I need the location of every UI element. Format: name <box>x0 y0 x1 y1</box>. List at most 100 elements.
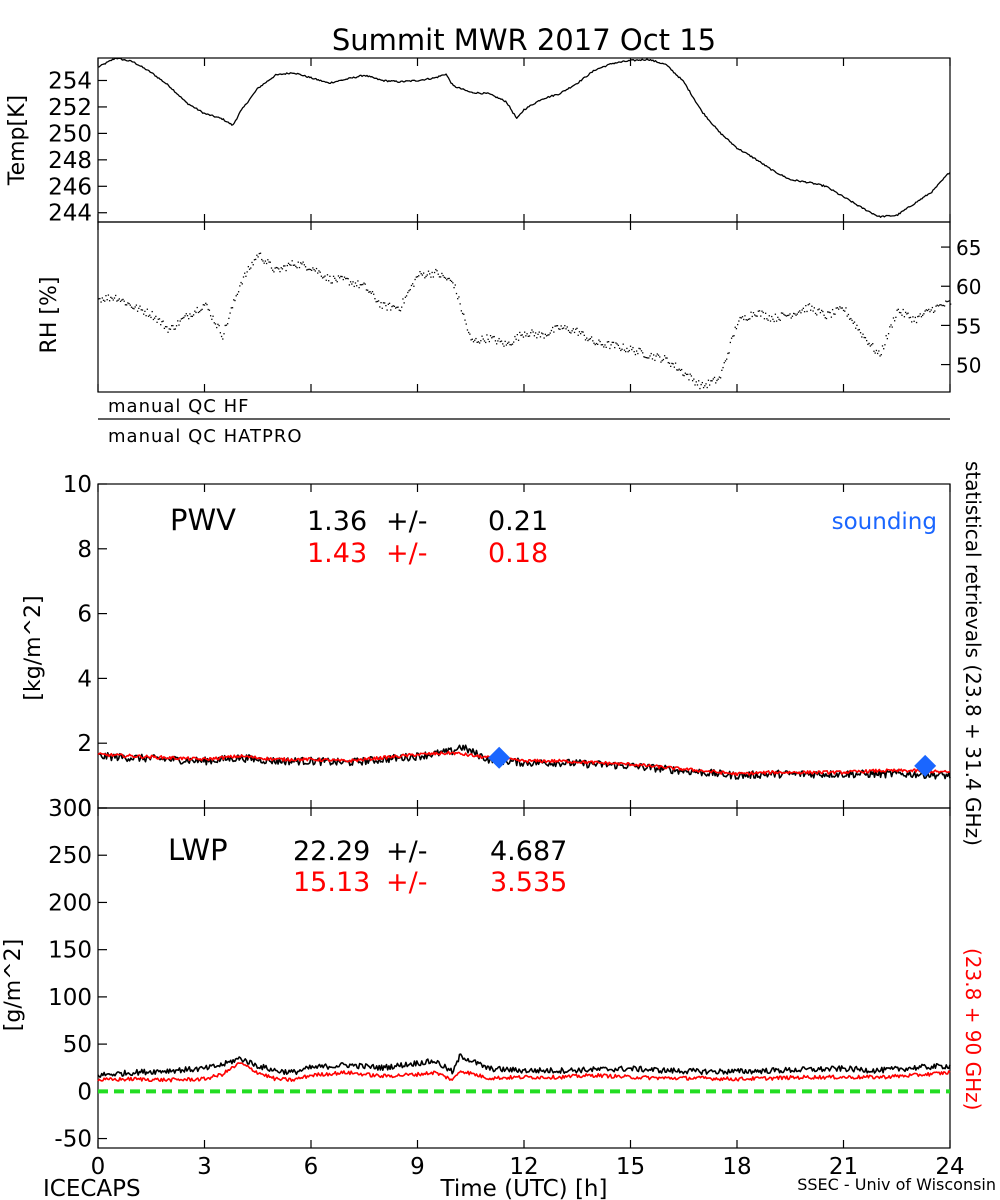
rh-data-point <box>637 352 639 355</box>
rh-data-point <box>733 335 735 337</box>
rh-data-point <box>464 319 466 321</box>
rh-data-point <box>543 337 545 339</box>
rh-data-point <box>489 335 492 337</box>
rh-data-point <box>265 262 268 265</box>
rh-data-point <box>632 346 634 349</box>
rh-data-point <box>635 350 638 352</box>
rh-panel: 50 55 60 65 RH [%] <box>37 221 981 393</box>
rh-data-point <box>779 319 781 321</box>
rh-data-point <box>579 332 582 335</box>
rh-data-point <box>199 310 201 313</box>
rh-data-point <box>516 334 518 336</box>
rh-data-point <box>555 325 557 327</box>
rh-data-point <box>349 281 352 283</box>
rh-data-point <box>513 341 515 343</box>
rh-data-point <box>693 378 695 380</box>
rh-data-point <box>688 379 690 381</box>
rh-data-point <box>897 308 899 311</box>
rh-data-point <box>375 301 377 303</box>
temp-ylabel: Temp[K] <box>5 95 30 186</box>
rh-data-point <box>739 316 741 319</box>
rh-data-point <box>855 327 857 329</box>
rh-data-point <box>666 357 668 359</box>
rh-data-point <box>341 275 343 278</box>
rh-data-point <box>325 279 327 281</box>
rh-data-point <box>509 343 511 346</box>
rh-data-point <box>946 301 948 303</box>
rh-data-point <box>667 361 669 364</box>
rh-data-point <box>775 320 778 322</box>
rh-data-point <box>281 268 284 270</box>
rh-data-point <box>317 272 319 274</box>
rh-data-point <box>861 336 863 338</box>
rh-data-point <box>303 264 305 266</box>
rh-data-point <box>914 316 917 319</box>
rh-data-point <box>802 307 805 309</box>
rh-data-point <box>346 277 348 280</box>
rh-data-point <box>139 305 141 307</box>
rh-data-point <box>783 313 785 316</box>
rh-data-point <box>380 301 382 304</box>
rh-data-point <box>564 325 566 327</box>
rh-data-point <box>259 252 262 254</box>
rh-ytick-label: 50 <box>956 354 981 378</box>
rh-data-point <box>392 305 394 307</box>
rh-data-point <box>286 264 288 267</box>
rh-data-point <box>234 299 236 302</box>
x-tick-label: 21 <box>829 1154 858 1180</box>
rh-data-point <box>601 344 604 346</box>
rh-data-point <box>274 267 276 269</box>
rh-data-point <box>219 332 222 334</box>
rh-data-point <box>662 358 665 361</box>
rh-data-point <box>132 307 134 309</box>
rh-data-point <box>699 387 701 390</box>
rh-data-point <box>373 293 375 295</box>
rh-data-point <box>100 301 102 303</box>
rh-data-point <box>365 289 368 291</box>
rh-data-point <box>412 283 414 285</box>
rh-data-point <box>562 327 565 329</box>
rh-data-point <box>678 368 680 370</box>
rh-data-point <box>283 265 285 267</box>
rh-data-point <box>447 277 449 280</box>
rh-data-point <box>548 334 550 336</box>
rh-data-point <box>904 311 907 314</box>
rh-data-point <box>934 310 936 312</box>
rh-data-point <box>559 328 561 331</box>
rh-data-point <box>141 309 144 311</box>
rh-data-point <box>698 380 700 382</box>
rh-data-point <box>537 333 539 335</box>
rh-data-point <box>657 354 660 356</box>
rh-data-point <box>573 331 576 334</box>
rh-data-point <box>387 303 389 305</box>
rh-data-point <box>744 315 746 317</box>
rh-data-point <box>111 297 113 299</box>
rh-data-point <box>427 270 430 272</box>
rh-data-point <box>173 328 175 330</box>
rh-data-point <box>576 327 578 330</box>
rh-data-point <box>525 335 527 337</box>
rh-data-point <box>876 352 879 355</box>
rh-data-point <box>926 309 929 312</box>
rh-data-point <box>595 342 598 345</box>
rh-data-point <box>138 307 140 309</box>
rh-data-point <box>498 337 500 340</box>
rh-data-point <box>572 328 574 330</box>
rh-data-point <box>328 280 330 282</box>
rh-data-point <box>235 295 237 297</box>
lwp-ytick-label: 200 <box>48 890 92 916</box>
rh-data-point <box>255 258 257 261</box>
rh-data-point <box>510 344 512 346</box>
rh-data-point <box>517 339 520 341</box>
rh-data-point <box>672 363 674 365</box>
rh-data-point <box>514 335 516 338</box>
rh-data-point <box>323 276 325 278</box>
rh-data-point <box>700 383 702 386</box>
rh-data-point <box>178 324 180 326</box>
rh-data-point <box>875 349 878 352</box>
rh-data-point <box>205 302 207 304</box>
lwp-black-sd: 4.687 <box>490 836 567 867</box>
pwv-ytick-label: 10 <box>63 472 92 498</box>
rh-data-point <box>300 262 302 264</box>
